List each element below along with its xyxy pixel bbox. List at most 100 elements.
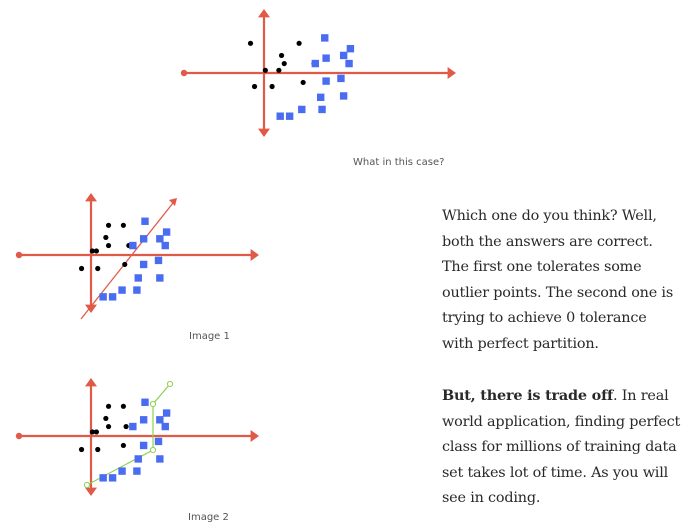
data-dot	[251, 83, 258, 90]
x-axis-arrow	[250, 430, 259, 442]
data-square	[322, 54, 330, 62]
data-dot	[120, 403, 126, 409]
data-dot	[278, 52, 285, 59]
data-square	[311, 59, 319, 68]
data-square	[345, 59, 353, 68]
data-square	[162, 228, 171, 236]
y-axis-arrow-down	[258, 128, 270, 137]
data-dot	[296, 40, 302, 46]
data-square	[108, 293, 117, 301]
data-square	[339, 51, 348, 60]
data-square	[321, 34, 329, 42]
data-square	[108, 474, 117, 482]
data-square	[99, 474, 107, 482]
curved-boundary	[86, 383, 171, 486]
data-square	[322, 77, 330, 85]
data-square	[139, 260, 148, 269]
data-square	[118, 286, 126, 294]
y-axis-arrow-up	[85, 193, 97, 202]
data-square	[118, 467, 126, 475]
paragraph-text-1: Which one do you think? Well, both the a…	[442, 208, 674, 352]
data-square	[129, 422, 137, 431]
data-dot	[105, 403, 112, 409]
data-dot	[262, 67, 268, 73]
data-dot	[105, 423, 112, 430]
figure-2	[15, 378, 259, 496]
data-square	[156, 416, 164, 424]
data-dot	[122, 261, 128, 268]
boundary-vertex	[149, 400, 157, 408]
data-square	[133, 286, 141, 294]
data-dot	[120, 442, 126, 449]
data-dot	[89, 248, 95, 254]
data-square	[156, 235, 164, 243]
x-axis-arrow	[447, 67, 456, 79]
data-square	[154, 437, 163, 446]
paragraph-trade-off: But, there is trade off. In real world a…	[442, 383, 682, 512]
data-square	[161, 241, 169, 250]
data-dot	[105, 222, 112, 228]
data-dot	[105, 242, 112, 249]
data-dot	[247, 40, 254, 46]
data-dot	[78, 265, 85, 272]
y-axis-arrow-up	[85, 378, 97, 387]
y-axis-arrow-up	[258, 9, 270, 18]
data-square	[99, 293, 107, 301]
data-square	[162, 409, 171, 417]
data-dot	[93, 248, 99, 254]
data-square	[346, 45, 355, 53]
data-dot	[93, 429, 99, 435]
paragraph-explanation: Which one do you think? Well, both the a…	[442, 204, 682, 358]
data-square	[161, 422, 169, 431]
y-axis-arrow-down	[85, 304, 97, 313]
data-square	[285, 112, 294, 120]
data-square	[139, 416, 148, 424]
data-square	[134, 455, 142, 463]
data-square	[154, 256, 163, 265]
boundary-vertex	[149, 446, 157, 454]
data-square	[139, 235, 148, 243]
separator-arrow	[169, 198, 177, 206]
x-axis-start-dot	[180, 69, 188, 77]
data-square	[337, 74, 345, 83]
caption-image-2: Image 2	[188, 512, 229, 523]
data-dot	[276, 67, 282, 73]
boundary-vertex	[83, 481, 91, 489]
data-square	[129, 241, 137, 250]
data-dot	[103, 234, 109, 241]
x-axis-start-dot	[15, 432, 23, 440]
data-square	[134, 274, 142, 282]
figure-0	[180, 9, 456, 137]
data-dot	[95, 265, 101, 272]
data-square	[156, 274, 164, 282]
data-dot	[95, 446, 101, 453]
trade-off-bold: But, there is trade off	[442, 387, 614, 404]
x-axis-start-dot	[15, 251, 23, 259]
data-dot	[120, 222, 126, 228]
boundary-vertex	[166, 380, 174, 388]
data-square	[276, 112, 284, 120]
figure-1	[15, 193, 259, 320]
data-square	[317, 93, 325, 101]
paragraph-text-2: But, there is trade off. In real world a…	[442, 383, 682, 512]
data-dot	[300, 79, 306, 86]
straight-separator	[80, 202, 174, 320]
caption-image-1: Image 1	[189, 331, 230, 342]
data-dot	[103, 415, 109, 422]
x-axis-arrow	[250, 249, 259, 261]
data-dot	[281, 60, 287, 67]
data-square	[141, 217, 149, 225]
data-square	[133, 467, 141, 475]
data-dot	[123, 423, 129, 430]
data-square	[139, 441, 148, 450]
data-square	[318, 105, 326, 114]
data-square	[141, 398, 149, 406]
data-square	[298, 105, 306, 114]
y-axis-arrow-down	[85, 487, 97, 496]
data-square	[156, 455, 164, 463]
caption-what-in-this-case: What in this case?	[353, 157, 445, 168]
data-square	[339, 92, 348, 100]
data-dot	[89, 429, 95, 435]
data-dot	[78, 446, 85, 453]
